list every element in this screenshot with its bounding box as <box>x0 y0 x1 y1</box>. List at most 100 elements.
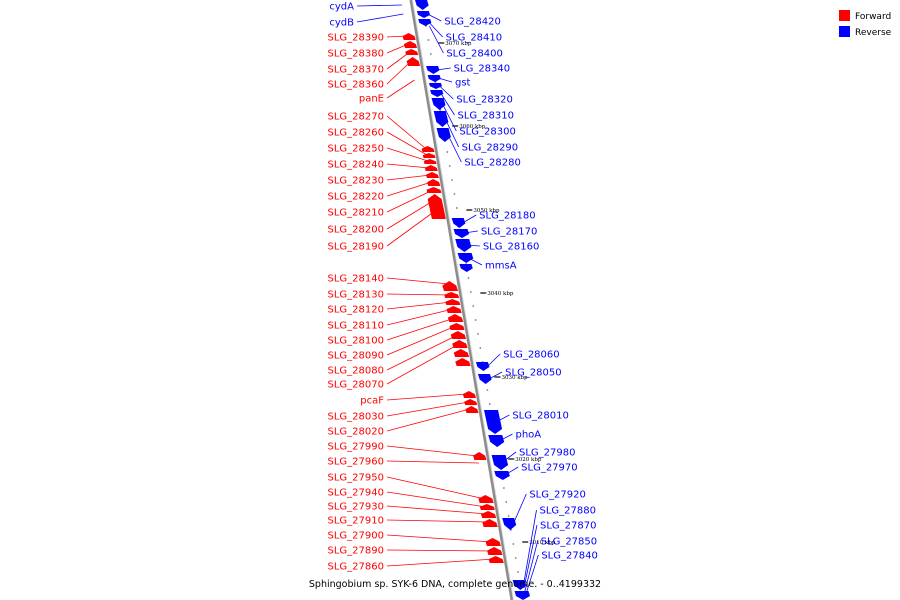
gene-label-slg-28020[interactable]: SLG_28020 <box>328 427 384 438</box>
gene-label-slg-27940[interactable]: SLG_27940 <box>328 488 384 499</box>
leader-line <box>486 353 501 368</box>
leader-line <box>386 505 488 515</box>
gene-label-slg-27870[interactable]: SLG_27870 <box>540 521 596 532</box>
gene-label-cyda[interactable]: cydA <box>329 2 354 13</box>
forward-gene-block <box>449 323 465 330</box>
gene-label-slg-28300[interactable]: SLG_28300 <box>459 127 515 138</box>
gene-label-slg-28260[interactable]: SLG_28260 <box>328 128 384 139</box>
gene-label-slg-27900[interactable]: SLG_27900 <box>328 531 384 542</box>
gene-label-slg-28030[interactable]: SLG_28030 <box>328 412 384 423</box>
leader-line <box>386 199 435 230</box>
gene-label-slg-28010[interactable]: SLG_28010 <box>512 411 568 422</box>
leader-line <box>462 214 477 224</box>
gene-label-slg-28270[interactable]: SLG_28270 <box>328 112 384 123</box>
leader-line <box>386 549 494 552</box>
forward-gene-block <box>405 49 419 55</box>
gene-label-pcaf[interactable]: pcaF <box>360 396 384 407</box>
gene-label-slg-28160[interactable]: SLG_28160 <box>483 242 539 253</box>
gene-label-slg-28280[interactable]: SLG_28280 <box>464 158 520 169</box>
leader-line <box>386 115 427 150</box>
gene-label-slg-28320[interactable]: SLG_28320 <box>456 95 512 106</box>
gene-label-slg-28200[interactable]: SLG_28200 <box>328 225 384 236</box>
leader-line <box>427 13 442 22</box>
gene-label-slg-28400[interactable]: SLG_28400 <box>446 49 502 60</box>
gene-label-slg-28290[interactable]: SLG_28290 <box>462 143 518 154</box>
gene-label-slg-28190[interactable]: SLG_28190 <box>328 242 384 253</box>
gene-label-mmsa[interactable]: mmsA <box>485 261 517 272</box>
leader-line <box>386 131 428 156</box>
leader-line <box>436 67 451 71</box>
gene-label-slg-28360[interactable]: SLG_28360 <box>328 80 384 91</box>
reverse-gene-block <box>514 591 530 600</box>
axis-line <box>409 0 514 600</box>
tick-label: 3010 kbp <box>529 540 556 546</box>
leader-line <box>466 244 480 247</box>
leader-line <box>512 493 527 525</box>
leader-line <box>524 540 539 593</box>
forward-gene-block <box>402 33 416 40</box>
gene-label-cydb[interactable]: cydB <box>329 18 354 29</box>
gene-label-slg-28410[interactable]: SLG_28410 <box>446 33 502 44</box>
gene-label-slg-28340[interactable]: SLG_28340 <box>454 64 510 75</box>
gene-label-slg-27930[interactable]: SLG_27930 <box>328 502 384 513</box>
gene-label-slg-28380[interactable]: SLG_28380 <box>328 49 384 60</box>
gene-label-slg-27840[interactable]: SLG_27840 <box>541 551 597 562</box>
gene-label-slg-28420[interactable]: SLG_28420 <box>444 17 500 28</box>
leader-line <box>386 393 468 401</box>
forward-gene-block <box>473 452 487 460</box>
gene-label-slg-27920[interactable]: SLG_27920 <box>529 490 585 501</box>
gene-label-slg-27980[interactable]: SLG_27980 <box>519 448 575 459</box>
gene-label-slg-27990[interactable]: SLG_27990 <box>328 442 384 453</box>
map-caption: Sphingobium sp. SYK-6 DNA, complete geno… <box>309 579 601 590</box>
gene-label-slg-28050[interactable]: SLG_28050 <box>505 368 561 379</box>
gene-label-slg-27910[interactable]: SLG_27910 <box>328 516 384 527</box>
gene-label-phoa[interactable]: phoA <box>516 430 542 441</box>
gene-label-slg-28130[interactable]: SLG_28130 <box>328 290 384 301</box>
gene-label-slg-28140[interactable]: SLG_28140 <box>328 274 384 285</box>
gene-label-slg-28180[interactable]: SLG_28180 <box>479 211 535 222</box>
gene-label-slg-28110[interactable]: SLG_28110 <box>328 321 384 332</box>
leader-line <box>468 257 483 266</box>
reverse-gene-block <box>427 75 441 82</box>
gene-label-slg-28060[interactable]: SLG_28060 <box>503 350 559 361</box>
gene-label-slg-28220[interactable]: SLG_28220 <box>328 192 384 203</box>
leader-line <box>356 13 404 23</box>
gene-label-slg-28240[interactable]: SLG_28240 <box>328 160 384 171</box>
leader-line <box>464 230 478 234</box>
leader-line <box>386 534 493 543</box>
gene-label-slg-27970[interactable]: SLG_27970 <box>521 463 577 474</box>
reverse-gene-block <box>453 229 470 238</box>
forward-gene-block <box>444 292 460 298</box>
gene-label-slg-28090[interactable]: SLG_28090 <box>328 351 384 362</box>
gene-label-slg-27850[interactable]: SLG_27850 <box>541 537 597 548</box>
gene-label-slg-28390[interactable]: SLG_28390 <box>328 33 384 44</box>
gene-label-slg-28080[interactable]: SLG_28080 <box>328 366 384 377</box>
gene-label-slg-27890[interactable]: SLG_27890 <box>328 546 384 557</box>
leader-line <box>502 451 517 463</box>
leader-line <box>386 79 415 99</box>
gene-label-slg-28230[interactable]: SLG_28230 <box>328 176 384 187</box>
gene-label-slg-27860[interactable]: SLG_27860 <box>328 562 384 573</box>
gene-label-slg-27950[interactable]: SLG_27950 <box>328 473 384 484</box>
gene-label-slg-28310[interactable]: SLG_28310 <box>458 111 514 122</box>
forward-legend-label: Forward <box>855 12 891 22</box>
leader-line <box>386 343 460 385</box>
gene-label-slg-28170[interactable]: SLG_28170 <box>481 227 537 238</box>
genome-axis <box>409 0 514 600</box>
leader-line <box>447 133 462 163</box>
gene-label-pane[interactable]: panE <box>359 94 384 105</box>
gene-label-slg-28370[interactable]: SLG_28370 <box>328 65 384 76</box>
reverse-gene-block <box>433 111 449 127</box>
gene-label-slg-27960[interactable]: SLG_27960 <box>328 457 384 468</box>
gene-label-gst[interactable]: gst <box>455 78 471 89</box>
gene-label-slg-28100[interactable]: SLG_28100 <box>328 336 384 347</box>
gene-label-slg-28210[interactable]: SLG_28210 <box>328 208 384 219</box>
reverse-gene-block <box>436 128 451 142</box>
leader-line <box>386 401 469 417</box>
leader-line <box>438 77 453 83</box>
gene-label-slg-27880[interactable]: SLG_27880 <box>540 506 596 517</box>
gene-label-slg-28120[interactable]: SLG_28120 <box>328 305 384 316</box>
gene-label-slg-28070[interactable]: SLG_28070 <box>328 380 384 391</box>
gene-label-slg-28250[interactable]: SLG_28250 <box>328 144 384 155</box>
